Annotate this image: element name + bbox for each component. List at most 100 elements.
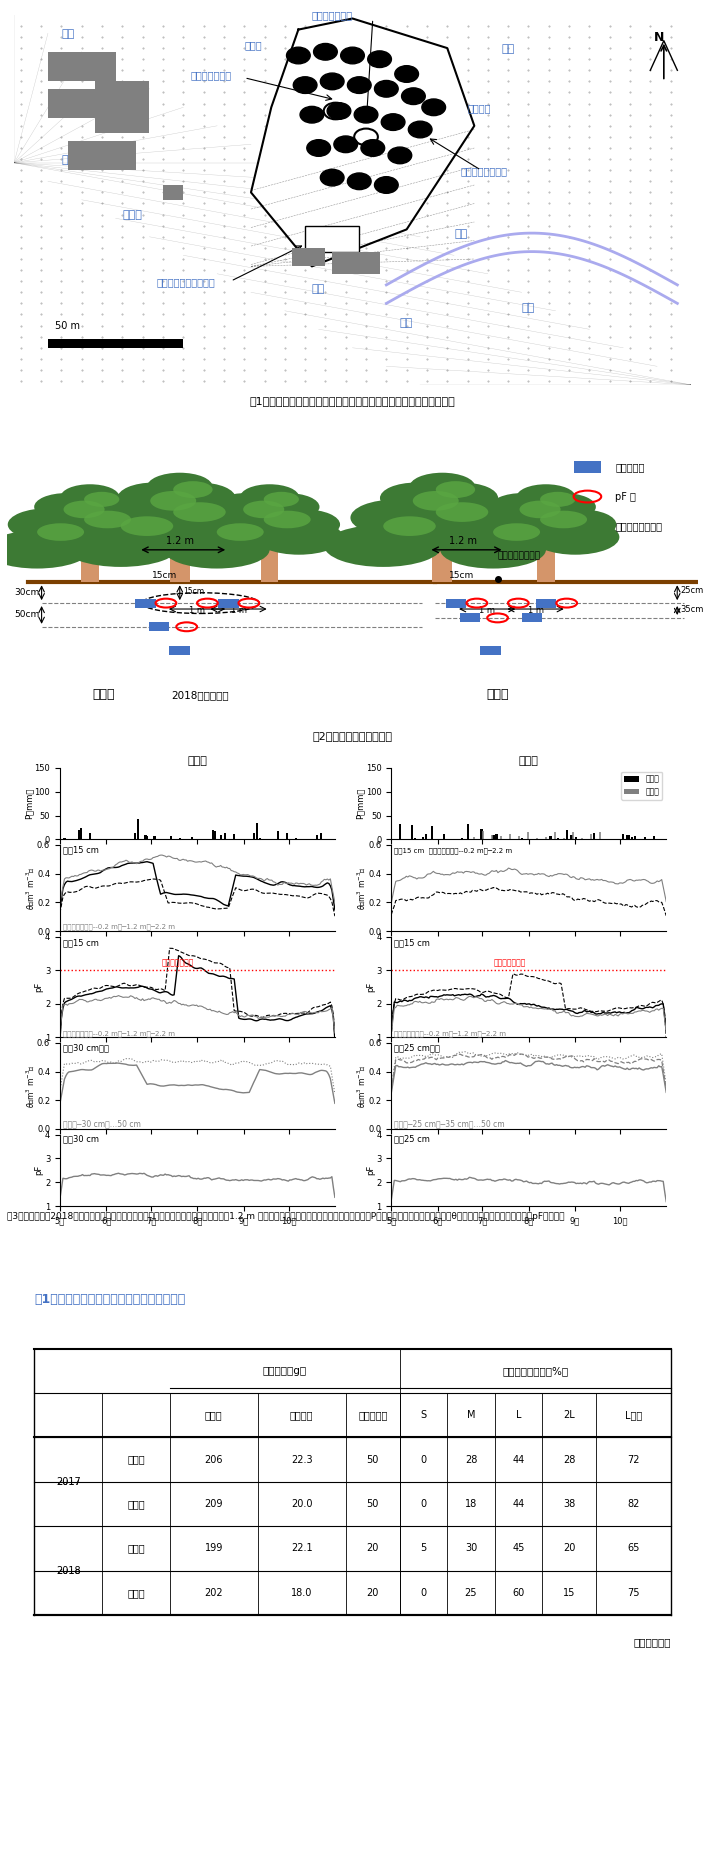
Text: 28: 28: [465, 1454, 477, 1465]
Ellipse shape: [307, 141, 331, 157]
Ellipse shape: [63, 501, 104, 518]
Text: 幹からの距離　‐‐0.2 m　─1.2 m　─2.2 m: 幹からの距離 ‐‐0.2 m ─1.2 m ─2.2 m: [63, 923, 175, 931]
Text: 30cm: 30cm: [14, 588, 39, 598]
Ellipse shape: [472, 520, 560, 555]
Text: 50 m: 50 m: [55, 322, 80, 331]
Text: 199: 199: [204, 1543, 223, 1554]
Bar: [480, 829, 482, 840]
Bar: [36, 1528, 101, 1569]
Bar: [316, 836, 318, 840]
Bar: [549, 836, 551, 840]
Ellipse shape: [118, 483, 190, 514]
Bar: [480, 646, 501, 655]
Text: M: M: [467, 1410, 475, 1421]
Ellipse shape: [320, 168, 344, 185]
Ellipse shape: [408, 122, 432, 139]
Text: 75: 75: [627, 1587, 639, 1598]
Text: 2018: 2018: [56, 1565, 80, 1576]
Ellipse shape: [240, 485, 299, 509]
Ellipse shape: [16, 520, 104, 555]
Bar: [286, 832, 288, 840]
Text: 深さ30 cm: 深さ30 cm: [63, 1134, 99, 1143]
Text: 1.2 m: 1.2 m: [449, 536, 477, 546]
Text: 1 m: 1 m: [231, 607, 247, 616]
Text: 30: 30: [465, 1543, 477, 1554]
Bar: [305, 226, 360, 252]
Text: S: S: [420, 1410, 427, 1421]
Ellipse shape: [196, 520, 284, 555]
Bar: [135, 599, 156, 607]
Ellipse shape: [180, 501, 259, 535]
Bar: [276, 831, 279, 840]
Ellipse shape: [231, 501, 308, 533]
Legend: 降水量, 灌水量: 降水量, 灌水量: [621, 771, 663, 799]
Text: 45: 45: [512, 1543, 525, 1554]
Text: 18.0: 18.0: [291, 1587, 312, 1598]
Text: サンプル数: サンプル数: [358, 1410, 388, 1421]
Bar: [527, 832, 529, 840]
Text: 60: 60: [513, 1587, 525, 1598]
Ellipse shape: [350, 500, 442, 536]
Y-axis label: pF: pF: [366, 1166, 375, 1175]
Ellipse shape: [264, 511, 311, 529]
Text: 森林: 森林: [501, 44, 515, 54]
Text: pF 計: pF 計: [615, 492, 636, 501]
Ellipse shape: [214, 494, 278, 520]
Text: L: L: [515, 1410, 521, 1421]
Ellipse shape: [293, 76, 317, 93]
Text: 1 m: 1 m: [189, 607, 205, 616]
Text: 44: 44: [513, 1454, 525, 1465]
Y-axis label: pF: pF: [366, 982, 375, 992]
Bar: [399, 823, 401, 840]
Ellipse shape: [426, 512, 525, 551]
Text: 0: 0: [420, 1454, 427, 1465]
Text: 灌水区: 灌水区: [127, 1587, 145, 1598]
Bar: [81, 549, 99, 583]
Text: 22.3: 22.3: [291, 1454, 312, 1465]
Ellipse shape: [75, 494, 140, 520]
Text: ドリップチューブ: ドリップチューブ: [461, 166, 508, 176]
Text: 0: 0: [420, 1587, 427, 1598]
Ellipse shape: [75, 520, 164, 555]
Bar: [89, 832, 91, 840]
Text: 等級別個数割合（%）: 等級別個数割合（%）: [502, 1365, 568, 1376]
Bar: [163, 185, 183, 200]
Y-axis label: $\theta$（m$^3$ m$^{-3}$）: $\theta$（m$^3$ m$^{-3}$）: [355, 866, 367, 910]
Text: 対照区測定地点: 対照区測定地点: [312, 11, 353, 20]
Bar: [154, 836, 156, 840]
Text: 雨量計: 雨量計: [123, 211, 142, 220]
Bar: [599, 832, 601, 840]
Text: 20: 20: [367, 1543, 379, 1554]
Ellipse shape: [164, 531, 269, 568]
Text: 試験圃場: 試験圃場: [467, 104, 491, 113]
Bar: [482, 831, 484, 840]
Ellipse shape: [361, 141, 385, 157]
Text: 18: 18: [465, 1498, 477, 1510]
Ellipse shape: [137, 492, 223, 525]
Bar: [626, 834, 628, 840]
Text: 202: 202: [204, 1587, 223, 1598]
Bar: [491, 834, 493, 840]
Ellipse shape: [164, 512, 262, 551]
Ellipse shape: [490, 494, 555, 520]
Bar: [575, 836, 577, 840]
Text: 44: 44: [513, 1498, 525, 1510]
Bar: [80, 829, 82, 840]
Bar: [509, 834, 511, 840]
Ellipse shape: [426, 483, 498, 514]
Ellipse shape: [384, 516, 436, 536]
Bar: [432, 546, 452, 583]
Text: 建物: 建物: [312, 285, 325, 294]
Text: 灌水区: 灌水区: [127, 1498, 145, 1510]
Text: 柿畑: 柿畑: [400, 318, 413, 327]
Text: 20: 20: [563, 1543, 575, 1554]
Bar: [212, 831, 214, 840]
Bar: [95, 81, 149, 133]
Text: 15cm: 15cm: [183, 586, 204, 596]
Text: 生育調査を実施した木: 生育調査を実施した木: [157, 278, 215, 287]
Bar: [411, 825, 413, 840]
Ellipse shape: [381, 113, 405, 130]
Bar: [424, 834, 427, 840]
Text: 1 m: 1 m: [479, 607, 495, 616]
Y-axis label: P（mm）: P（mm）: [355, 788, 364, 820]
